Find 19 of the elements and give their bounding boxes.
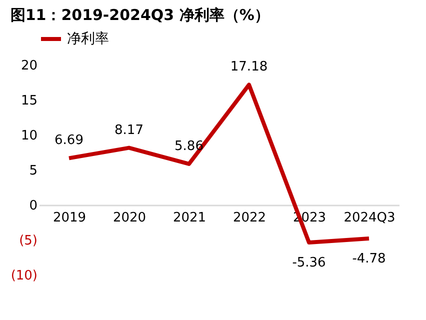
y-tick-label: 5 — [29, 164, 38, 178]
x-tick-label: 2019 — [52, 210, 86, 226]
y-tick-label: (5) — [19, 234, 38, 248]
data-label: 17.18 — [230, 60, 268, 75]
y-tick-label: 0 — [29, 198, 38, 214]
data-label: -5.36 — [292, 256, 326, 271]
legend-label: 净利率 — [67, 31, 109, 47]
x-tick-label: 2021 — [172, 210, 206, 226]
y-tick-label: 20 — [20, 58, 38, 74]
chart-title: 图11：2019-2024Q3 净利率（%） — [10, 6, 270, 24]
data-label: 6.69 — [54, 133, 84, 148]
data-label: 8.17 — [114, 122, 144, 138]
x-tick-label: 2020 — [112, 210, 146, 226]
data-label: -4.78 — [352, 251, 386, 266]
y-tick-label: 15 — [20, 94, 38, 108]
y-tick-label: (10) — [10, 268, 38, 284]
x-tick-label: 2024Q3 — [344, 210, 396, 226]
x-tick-label: 2022 — [232, 210, 266, 226]
y-tick-label: 10 — [20, 128, 38, 144]
